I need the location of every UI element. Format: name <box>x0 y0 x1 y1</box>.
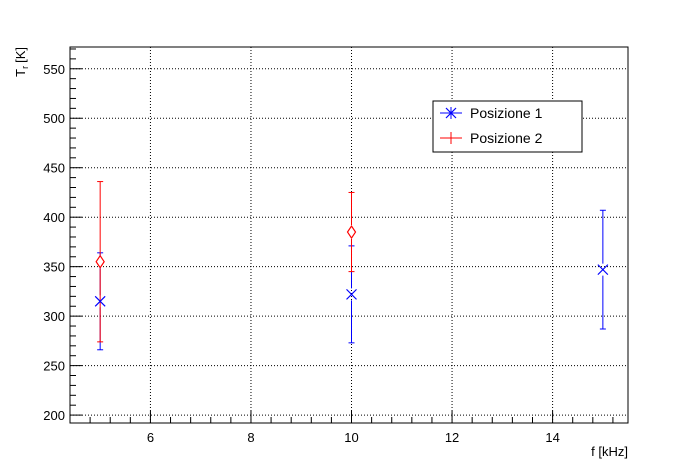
legend: Posizione 1 Posizione 2 <box>432 100 583 153</box>
x-tick-label: 6 <box>147 430 154 445</box>
y-tick-label: 200 <box>43 408 65 423</box>
star-marker <box>597 264 609 276</box>
svg-text:Tr[K]: Tr [K] <box>13 47 30 77</box>
y-tick-label: 500 <box>43 111 65 126</box>
grid-lines <box>70 47 628 423</box>
diamond-marker <box>346 224 357 240</box>
x-tick-label: 14 <box>545 430 559 445</box>
y-tick-label: 300 <box>43 309 65 324</box>
legend-marker <box>445 107 457 119</box>
legend-box <box>432 100 583 153</box>
legend-label: Posizione 2 <box>470 130 543 146</box>
data-markers <box>94 224 609 307</box>
y-axis-symbol: T <box>13 69 28 77</box>
error-bars <box>97 181 606 351</box>
star-marker <box>94 295 106 307</box>
y-tick-label: 550 <box>43 62 65 77</box>
x-axis-title: f [kHz] <box>591 444 628 459</box>
star-marker <box>346 288 357 300</box>
x-tick-label: 8 <box>247 430 254 445</box>
y-axis-title: Tr [K] <box>13 47 30 77</box>
tick-labels: 200 250 300 350 400 450 500 550 6 8 10 12 14 <box>43 62 560 445</box>
legend-entry: Posizione 1 <box>440 105 543 121</box>
y-tick-label: 450 <box>43 161 65 176</box>
y-tick-label: 350 <box>43 260 65 275</box>
y-tick-label: 400 <box>43 210 65 225</box>
y-tick-label: 250 <box>43 359 65 374</box>
y-axis-subscript: r <box>20 66 30 69</box>
plot-frame <box>69 46 629 424</box>
x-tick-label: 12 <box>445 430 459 445</box>
legend-label: Posizione 1 <box>470 105 543 121</box>
y-axis-unit: [K] <box>13 47 28 63</box>
axis-ticks <box>69 48 614 423</box>
diamond-marker <box>95 254 105 269</box>
x-tick-label: 10 <box>344 430 358 445</box>
legend-entry: Posizione 2 <box>440 130 543 146</box>
